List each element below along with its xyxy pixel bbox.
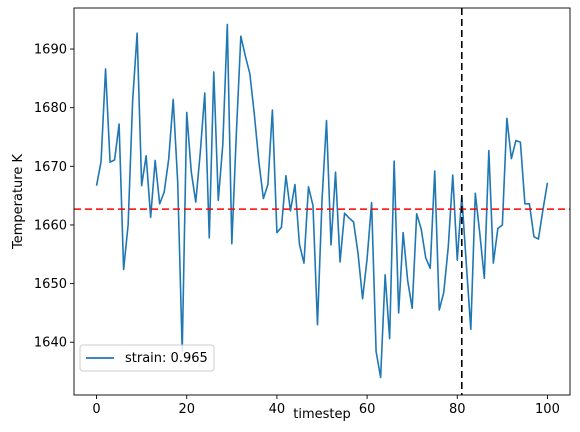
y-axis-ticks: 1640 1650 1660 1670 1680 1690: [34, 43, 74, 351]
x-tick-label: 0: [92, 402, 100, 417]
y-tick-label: 1670: [34, 160, 67, 175]
x-tick-label: 100: [535, 402, 560, 417]
plot-area: [73, 7, 571, 396]
y-tick-label: 1680: [34, 101, 67, 116]
y-tick-label: 1640: [34, 336, 67, 351]
x-axis-ticks: 0 20 40 60 80 100: [92, 395, 560, 417]
x-tick-label: 20: [178, 402, 195, 417]
plot-frame: [73, 7, 571, 396]
legend-box: [79, 344, 215, 372]
y-tick-label: 1660: [34, 218, 67, 233]
x-axis-label: timestep: [293, 407, 351, 422]
legend: strain: 0.965: [79, 344, 215, 372]
y-tick-label: 1650: [34, 277, 67, 292]
x-tick-label: 80: [449, 402, 466, 417]
legend-entry-label: strain: 0.965: [125, 351, 208, 366]
y-tick-label: 1690: [34, 43, 67, 58]
series-line-0: [95, 23, 549, 379]
y-axis-label: Temperature K: [11, 154, 26, 250]
x-tick-label: 40: [269, 402, 286, 417]
x-tick-label: 60: [359, 402, 376, 417]
